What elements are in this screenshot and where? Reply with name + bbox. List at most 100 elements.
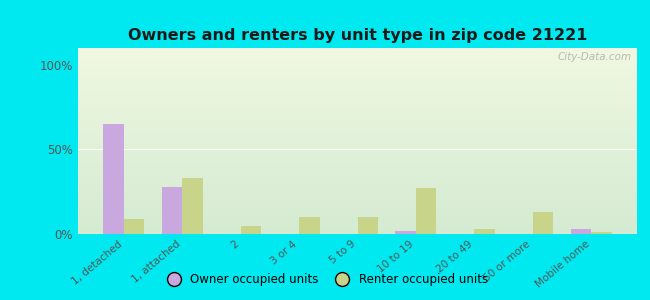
Bar (78, 215, 637, 217)
Bar (78, 89, 637, 91)
Bar (78, 221, 637, 223)
Bar (78, 98, 637, 100)
Bar (78, 70, 637, 72)
Bar (78, 167, 637, 169)
Bar (103, 124, 124, 234)
Text: City-Data.com: City-Data.com (557, 52, 631, 62)
Bar (474, 229, 495, 234)
Bar (78, 100, 637, 102)
Bar (78, 217, 637, 219)
Bar (78, 212, 637, 214)
Bar (78, 225, 637, 226)
Bar (78, 182, 637, 184)
Bar (78, 74, 637, 76)
Bar (78, 154, 637, 156)
Bar (78, 147, 637, 148)
Bar (78, 143, 637, 145)
Bar (78, 191, 637, 193)
Bar (78, 48, 637, 50)
Bar (78, 200, 637, 202)
Bar (78, 111, 637, 113)
Bar (78, 94, 637, 96)
Bar (78, 226, 637, 228)
Bar (78, 63, 637, 65)
Bar (78, 50, 637, 52)
Bar (78, 117, 637, 119)
Bar (78, 87, 637, 89)
Bar (78, 115, 637, 117)
Bar (78, 156, 637, 158)
Bar (78, 178, 637, 180)
Bar (78, 124, 637, 126)
Bar (78, 137, 637, 139)
Bar (78, 188, 637, 189)
Bar (78, 169, 637, 171)
Bar (78, 82, 637, 83)
Bar (78, 132, 637, 134)
Bar (78, 180, 637, 182)
Bar (78, 126, 637, 128)
Bar (78, 91, 637, 93)
Bar (78, 141, 637, 143)
Bar (416, 188, 436, 234)
Bar (78, 171, 637, 172)
Bar (78, 72, 637, 74)
Bar (358, 217, 378, 234)
Bar (78, 59, 637, 61)
Bar (533, 212, 553, 234)
Bar (78, 119, 637, 121)
Bar (78, 78, 637, 80)
Bar (78, 232, 637, 234)
Bar (78, 202, 637, 204)
Bar (78, 65, 637, 67)
Bar (162, 187, 182, 234)
Bar (78, 208, 637, 210)
Bar (78, 165, 637, 167)
Bar (78, 184, 637, 186)
Bar (78, 197, 637, 199)
Bar (78, 57, 637, 59)
Bar (78, 189, 637, 191)
Bar (124, 219, 144, 234)
Bar (78, 107, 637, 110)
Bar (78, 210, 637, 212)
Bar (78, 93, 637, 94)
Bar (78, 122, 637, 124)
Bar (395, 231, 416, 234)
Bar (78, 113, 637, 115)
Bar (78, 135, 637, 137)
Bar (78, 68, 637, 70)
Bar (78, 195, 637, 197)
Bar (78, 128, 637, 130)
Bar (78, 61, 637, 63)
Bar (78, 106, 637, 107)
Bar (78, 214, 637, 215)
Bar (78, 102, 637, 104)
Bar (78, 199, 637, 200)
Bar (78, 54, 637, 56)
Bar (78, 172, 637, 175)
Bar (78, 110, 637, 111)
Bar (78, 175, 637, 176)
Bar (78, 121, 637, 122)
Bar (78, 158, 637, 160)
Bar (78, 204, 637, 206)
Title: Owners and renters by unit type in zip code 21221: Owners and renters by unit type in zip c… (128, 28, 587, 43)
Bar (78, 139, 637, 141)
Bar (78, 96, 637, 98)
Bar (78, 130, 637, 132)
Bar (78, 230, 637, 232)
Bar (78, 85, 637, 87)
Bar (78, 148, 637, 150)
Bar (78, 163, 637, 165)
Bar (299, 217, 320, 234)
Bar (591, 232, 612, 234)
Bar (78, 83, 637, 85)
Bar (78, 67, 637, 68)
Bar (78, 150, 637, 152)
Bar (78, 228, 637, 230)
Bar (78, 52, 637, 54)
Bar (78, 76, 637, 78)
Bar (78, 206, 637, 208)
Bar (78, 56, 637, 57)
